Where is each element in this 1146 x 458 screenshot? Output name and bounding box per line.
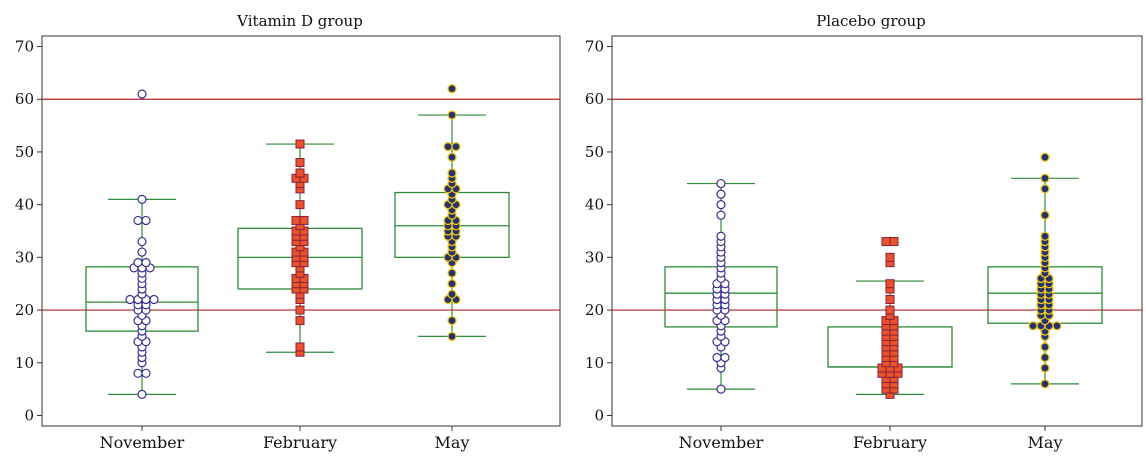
- data-point: [447, 110, 457, 120]
- data-point: [1040, 342, 1050, 352]
- data-point: [137, 89, 147, 99]
- x-tick-label: February: [853, 433, 927, 452]
- y-tick-label: 50: [585, 143, 604, 161]
- data-point: [716, 200, 726, 210]
- data-point: [295, 342, 305, 352]
- data-point: [447, 152, 457, 162]
- series-february: [237, 139, 363, 357]
- data-point: [295, 316, 305, 326]
- data-point: [447, 315, 457, 326]
- data-point: [1040, 352, 1050, 363]
- data-point: [716, 189, 726, 199]
- y-tick-label: 0: [594, 406, 604, 424]
- data-point: [141, 258, 151, 268]
- data-point: [447, 84, 457, 94]
- data-point: [133, 258, 143, 268]
- panel-title: Vitamin D group: [236, 12, 363, 30]
- data-point: [885, 279, 895, 289]
- data-point: [1040, 363, 1050, 373]
- data-point: [1040, 379, 1050, 389]
- data-point: [720, 352, 730, 363]
- series-november: [85, 89, 199, 399]
- y-tick-label: 40: [585, 196, 604, 214]
- data-point: [447, 168, 457, 178]
- data-point: [133, 215, 143, 226]
- series-may: [394, 84, 510, 342]
- panel-title: Placebo group: [816, 12, 926, 30]
- plot-frame: [41, 35, 561, 427]
- y-tick-label: 10: [585, 354, 604, 372]
- y-tick-label: 30: [585, 248, 604, 266]
- data-point: [295, 200, 305, 210]
- x-tick-label: November: [679, 433, 764, 452]
- x-tick-label: February: [263, 433, 337, 452]
- data-point: [137, 389, 147, 399]
- data-point: [295, 168, 305, 178]
- data-point: [712, 352, 722, 363]
- data-point: [149, 294, 159, 305]
- data-point: [447, 331, 457, 342]
- data-point: [1040, 231, 1050, 241]
- y-tick-label: 40: [15, 196, 34, 214]
- data-point: [447, 279, 457, 289]
- data-point: [885, 295, 895, 305]
- data-point: [295, 139, 305, 149]
- data-point: [125, 294, 135, 305]
- data-point: [1040, 184, 1050, 194]
- y-tick-label: 20: [585, 301, 604, 319]
- y-tick-label: 30: [15, 248, 34, 266]
- data-point: [1040, 173, 1050, 183]
- y-tick-label: 10: [15, 354, 34, 372]
- data-point: [885, 305, 895, 315]
- x-tick-label: May: [435, 433, 470, 452]
- data-point: [295, 157, 305, 167]
- y-tick-label: 60: [15, 90, 34, 108]
- data-point: [1028, 321, 1038, 331]
- data-point: [141, 368, 151, 378]
- data-point: [889, 237, 899, 247]
- chart-panel-vitamin-d: Vitamin D group 0 10 20 30 40 50 60 70 November F…: [15, 12, 561, 452]
- x-tick-label: May: [1028, 433, 1063, 452]
- data-point: [447, 289, 457, 299]
- y-tick-label: 60: [585, 90, 604, 108]
- y-tick-label: 70: [585, 38, 604, 56]
- data-point: [885, 252, 895, 262]
- y-tick-label: 0: [24, 406, 34, 424]
- data-point: [137, 247, 147, 257]
- data-point: [137, 236, 147, 247]
- data-point: [141, 215, 151, 226]
- data-point: [137, 194, 147, 204]
- data-point: [447, 268, 457, 278]
- data-point: [1052, 321, 1062, 331]
- data-point: [443, 142, 453, 152]
- data-point: [133, 368, 143, 378]
- data-point: [1040, 152, 1050, 162]
- data-point: [881, 237, 891, 247]
- data-point: [716, 210, 726, 220]
- series-november: [664, 178, 778, 394]
- plot-frame: [611, 35, 1143, 427]
- data-point: [716, 178, 726, 189]
- series-may: [987, 152, 1103, 389]
- data-point: [716, 231, 726, 241]
- x-tick-label: November: [100, 433, 185, 452]
- data-point: [1040, 210, 1050, 220]
- data-point: [716, 384, 726, 394]
- series-february: [827, 237, 953, 399]
- y-tick-label: 50: [15, 143, 34, 161]
- chart-panel-placebo: Placebo group 0 10 20 30 40 50 60 70 November Feb…: [585, 12, 1143, 452]
- data-point: [291, 215, 301, 225]
- y-tick-label: 20: [15, 301, 34, 319]
- data-point: [299, 215, 309, 225]
- y-tick-label: 70: [15, 38, 34, 56]
- data-point: [295, 305, 305, 315]
- data-point: [451, 142, 461, 152]
